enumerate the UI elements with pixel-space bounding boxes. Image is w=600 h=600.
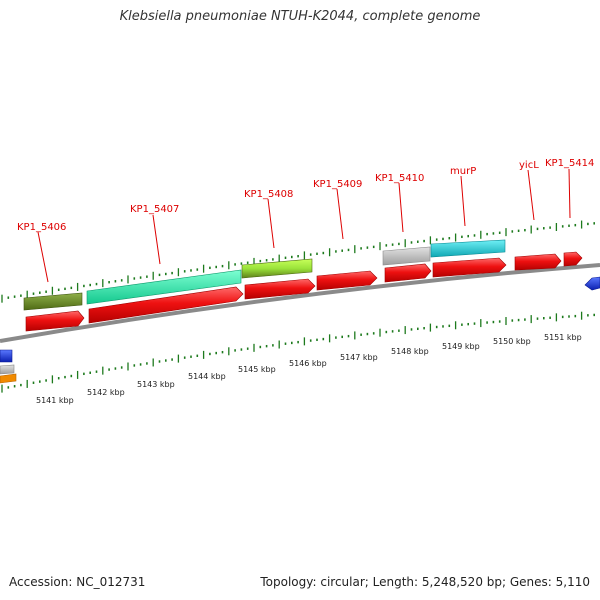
cds-arrow-kp1-5414 bbox=[563, 251, 583, 267]
scale-label: 5141 kbp bbox=[36, 396, 74, 405]
edge-feature-orange-left bbox=[0, 373, 17, 384]
gene-label-murp: murP bbox=[450, 166, 476, 177]
scale-label: 5147 kbp bbox=[340, 353, 378, 362]
scale-label: 5150 kbp bbox=[493, 337, 531, 346]
edge-feature-blue-left bbox=[0, 349, 13, 363]
scale-labels: 5141 kbp 5142 kbp 5143 kbp 5144 kbp 5145… bbox=[36, 333, 582, 405]
callout-line bbox=[152, 214, 161, 265]
scale-label: 5148 kbp bbox=[391, 347, 429, 356]
gene-label-yicl: yicL bbox=[519, 160, 539, 171]
cds-arrow-kp1-5409 bbox=[316, 270, 378, 291]
cds-arrow-yicl bbox=[514, 253, 562, 271]
gene-label-kp1-5409: KP1_5409 bbox=[313, 179, 362, 190]
feature-lime bbox=[241, 258, 313, 279]
gene-label-kp1-5408: KP1_5408 bbox=[244, 189, 293, 200]
feature-olive bbox=[23, 292, 83, 311]
edge-feature-blue-right bbox=[584, 276, 600, 291]
scale-label: 5144 kbp bbox=[188, 372, 226, 381]
genome-backbone bbox=[0, 263, 600, 343]
callout-line bbox=[336, 188, 344, 240]
feature-cyan bbox=[430, 239, 506, 258]
gene-label-kp1-5414: KP1_5414 bbox=[545, 158, 594, 169]
cds-arrow-kp1-5407 bbox=[88, 286, 244, 324]
feature-aqua bbox=[86, 269, 242, 305]
callout-line bbox=[37, 231, 49, 283]
gene-label-kp1-5406: KP1_5406 bbox=[17, 222, 66, 233]
callout-line bbox=[527, 169, 535, 221]
genome-title: Klebsiella pneumoniae NTUH-K2044, comple… bbox=[119, 9, 481, 24]
scale-label: 5142 kbp bbox=[87, 388, 125, 397]
accession-text: Accession: NC_012731 bbox=[9, 575, 146, 589]
gene-label-kp1-5407: KP1_5407 bbox=[130, 204, 179, 215]
genome-summary-text: Topology: circular; Length: 5,248,520 bp… bbox=[260, 575, 590, 589]
scale-label: 5145 kbp bbox=[238, 365, 276, 374]
gene-labels: KP1_5406 KP1_5407 KP1_5408 KP1_5409 KP1_… bbox=[17, 158, 594, 233]
gene-label-kp1-5410: KP1_5410 bbox=[375, 173, 424, 184]
cds-arrow-murp bbox=[432, 257, 507, 278]
scale-label: 5146 kbp bbox=[289, 359, 327, 368]
callout-line bbox=[460, 175, 466, 227]
feature-track bbox=[0, 239, 600, 384]
feature-grey bbox=[382, 246, 431, 266]
callout-line bbox=[398, 182, 404, 233]
inner-tick-row bbox=[1, 311, 596, 393]
callout-line bbox=[267, 198, 275, 249]
scale-label: 5149 kbp bbox=[442, 342, 480, 351]
gene-callouts bbox=[37, 168, 571, 283]
outer-tick-row bbox=[1, 220, 596, 303]
callout-line bbox=[568, 168, 571, 219]
edge-feature-grey-left bbox=[0, 364, 15, 375]
cds-arrow-kp1-5408 bbox=[244, 278, 316, 300]
scale-label: 5151 kbp bbox=[544, 333, 582, 342]
cds-arrow-kp1-5406 bbox=[25, 310, 85, 332]
scale-label: 5143 kbp bbox=[137, 380, 175, 389]
cds-arrow-kp1-5410 bbox=[384, 263, 432, 283]
